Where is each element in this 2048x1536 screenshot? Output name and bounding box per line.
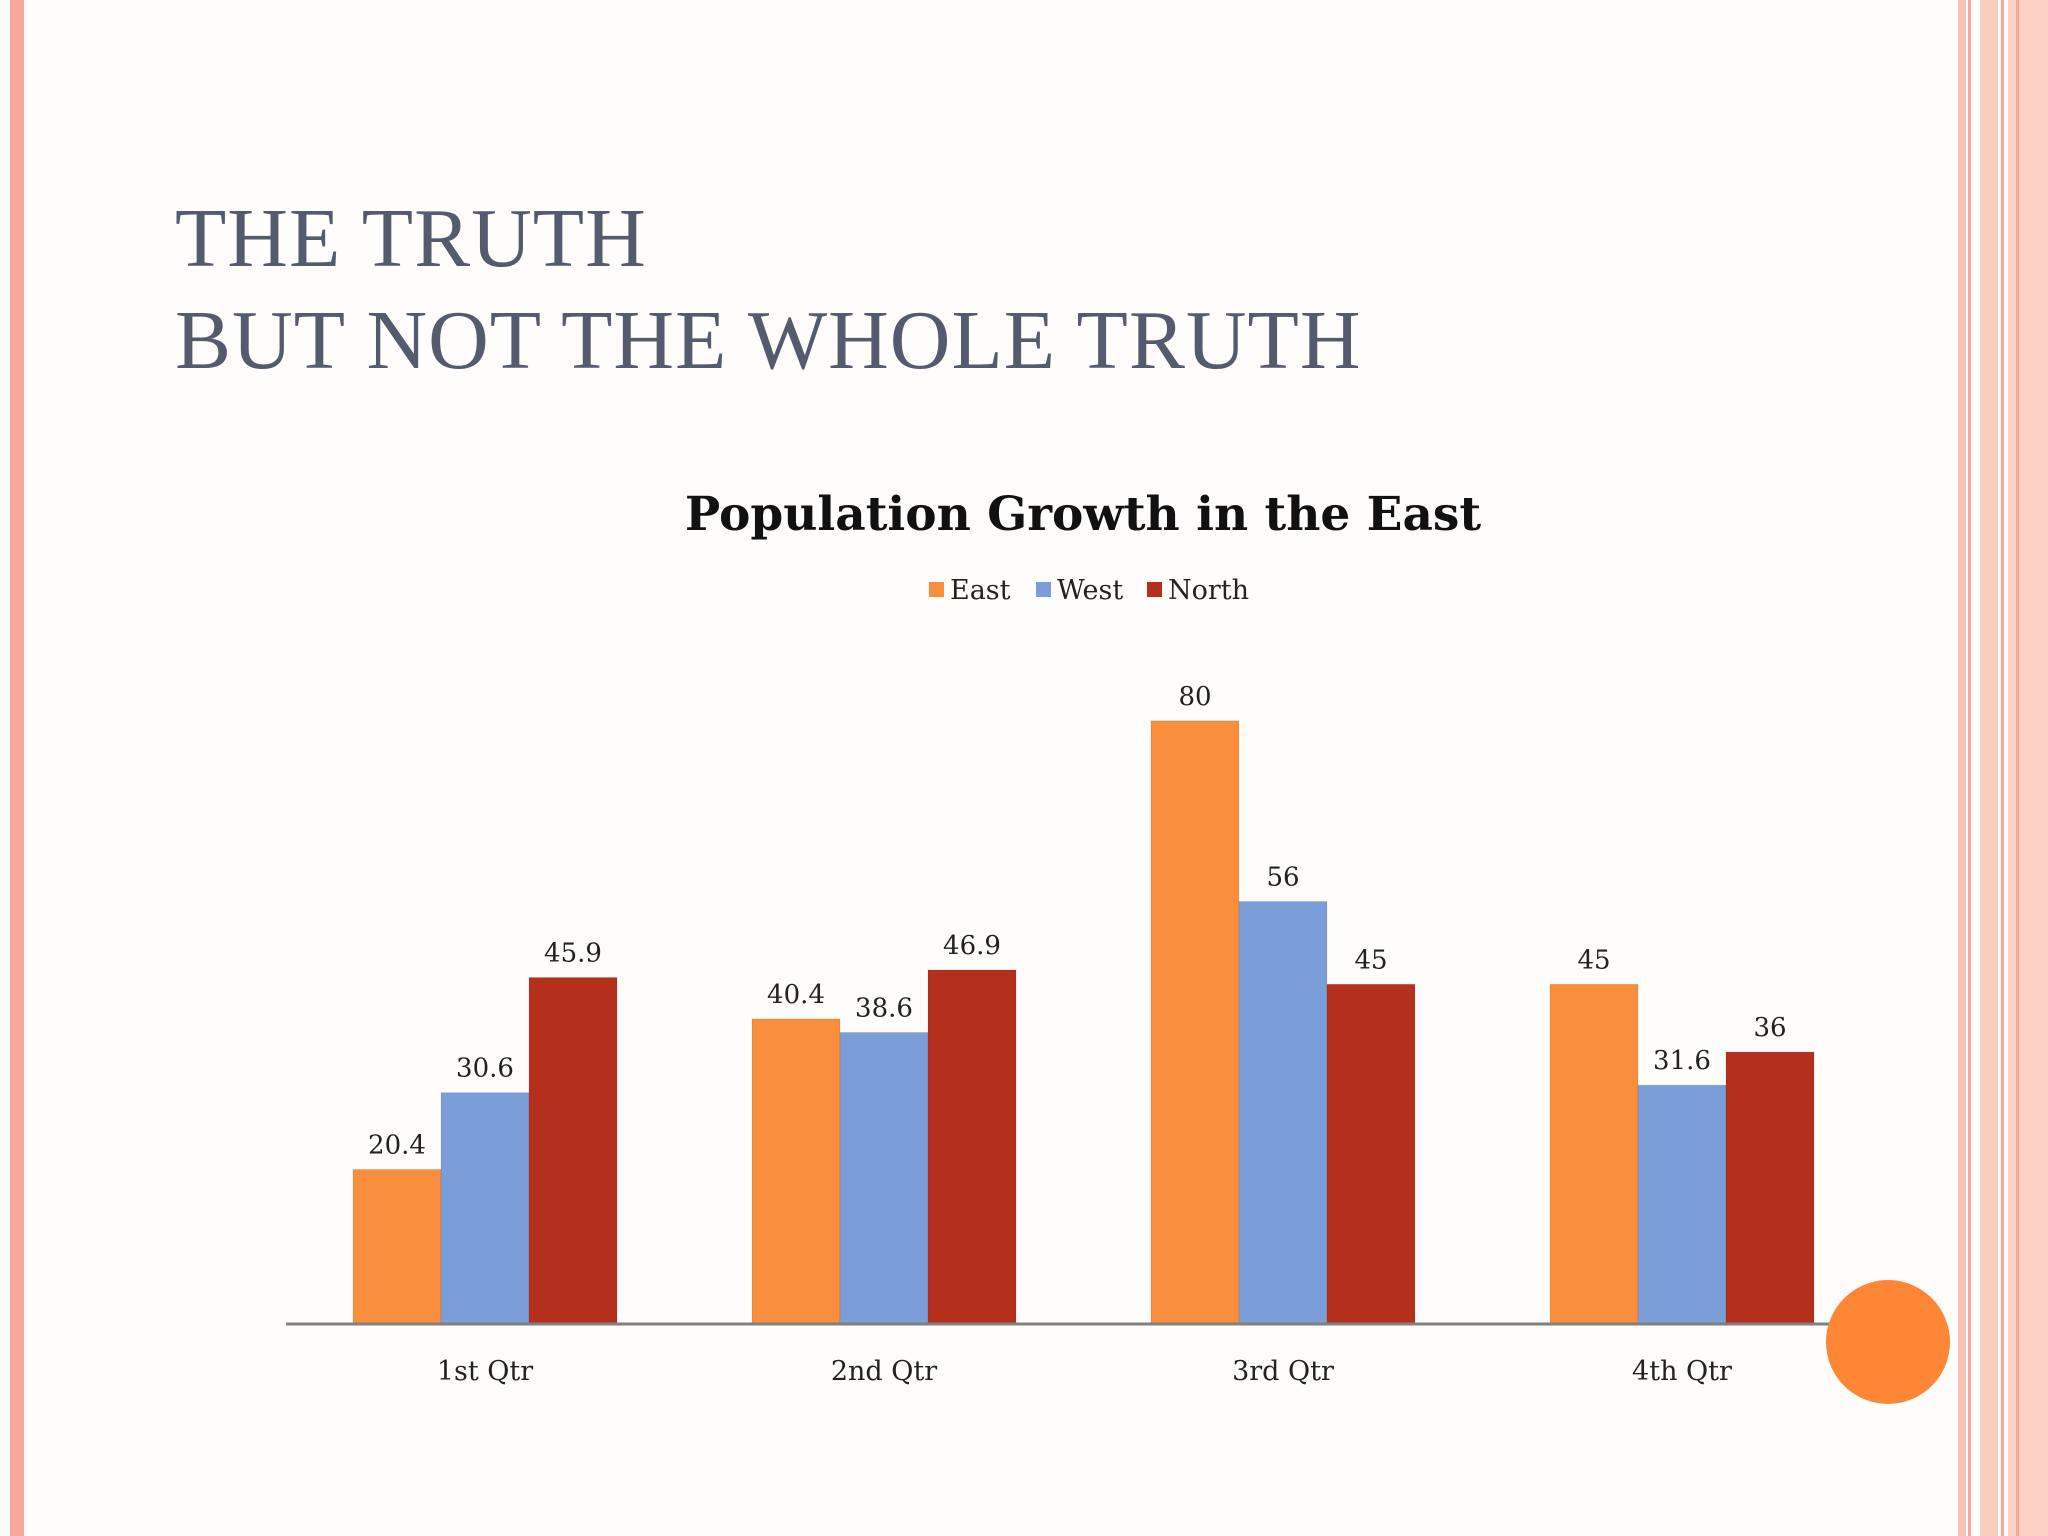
bar-north-4 bbox=[1725, 1051, 1815, 1324]
data-labels: 20.4 30.6 45.9 40.4 38.6 46.9 80 56 45 45 31.6 36 bbox=[368, 682, 1786, 1161]
legend-label-north: North bbox=[1168, 575, 1249, 606]
right-border-line bbox=[1968, 0, 1971, 1536]
bar-west-4 bbox=[1637, 1084, 1727, 1324]
x-axis-tick-labels: 1st Qtr 2nd Qtr 3rd Qtr 4th Qtr bbox=[437, 1356, 1732, 1387]
right-border-line bbox=[2016, 0, 2019, 1536]
bar-west-1 bbox=[440, 1092, 530, 1324]
x-tick-label: 3rd Qtr bbox=[1232, 1356, 1334, 1387]
data-label: 38.6 bbox=[855, 993, 913, 1023]
right-border-line bbox=[2001, 0, 2004, 1536]
slide-title-line-1: THE TRUTH bbox=[175, 192, 647, 285]
bar-east-3 bbox=[1150, 720, 1240, 1324]
data-label: 46.9 bbox=[943, 931, 1001, 961]
data-label: 45 bbox=[1354, 945, 1387, 975]
legend-label-east: East bbox=[950, 575, 1011, 606]
chart-title: Population Growth in the East bbox=[685, 487, 1481, 542]
x-tick-label: 4th Qtr bbox=[1632, 1356, 1732, 1387]
data-label: 31.6 bbox=[1653, 1046, 1711, 1076]
legend-swatch-north bbox=[1147, 582, 1162, 597]
data-label: 80 bbox=[1178, 682, 1211, 712]
data-label: 45.9 bbox=[544, 939, 602, 969]
x-tick-label: 2nd Qtr bbox=[831, 1356, 937, 1387]
data-label: 20.4 bbox=[368, 1130, 426, 1160]
slide-title-line-2: BUT NOT THE WHOLE TRUTH bbox=[175, 294, 1362, 387]
data-label: 45 bbox=[1577, 945, 1610, 975]
bar-north-1 bbox=[528, 977, 618, 1324]
bar-west-2 bbox=[839, 1031, 929, 1324]
bar-west-3 bbox=[1238, 900, 1328, 1324]
right-border-band bbox=[1958, 0, 1966, 1536]
chart-legend: East West North bbox=[929, 575, 1249, 606]
legend-label-west: West bbox=[1057, 575, 1123, 606]
right-border-band bbox=[2008, 0, 2048, 1536]
x-tick-label: 1st Qtr bbox=[437, 1356, 533, 1387]
legend-swatch-east bbox=[929, 582, 944, 597]
data-label: 56 bbox=[1266, 862, 1299, 892]
bar-east-2 bbox=[751, 1018, 841, 1324]
data-label: 30.6 bbox=[456, 1054, 514, 1084]
bar-north-2 bbox=[927, 969, 1017, 1324]
data-label: 36 bbox=[1753, 1013, 1786, 1043]
decorative-circle bbox=[1826, 1280, 1950, 1404]
bar-group bbox=[352, 720, 1815, 1324]
bar-east-1 bbox=[352, 1168, 442, 1324]
legend-swatch-west bbox=[1036, 582, 1051, 597]
bar-north-3 bbox=[1326, 983, 1416, 1324]
data-label: 40.4 bbox=[767, 980, 825, 1010]
bar-east-4 bbox=[1549, 983, 1639, 1324]
left-border-stripe bbox=[10, 0, 24, 1536]
right-border-band bbox=[1980, 0, 1998, 1536]
slide-title: THE TRUTH BUT NOT THE WHOLE TRUTH bbox=[175, 188, 1362, 392]
